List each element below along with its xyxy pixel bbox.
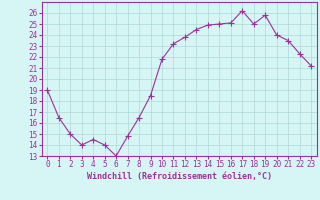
X-axis label: Windchill (Refroidissement éolien,°C): Windchill (Refroidissement éolien,°C): [87, 172, 272, 181]
